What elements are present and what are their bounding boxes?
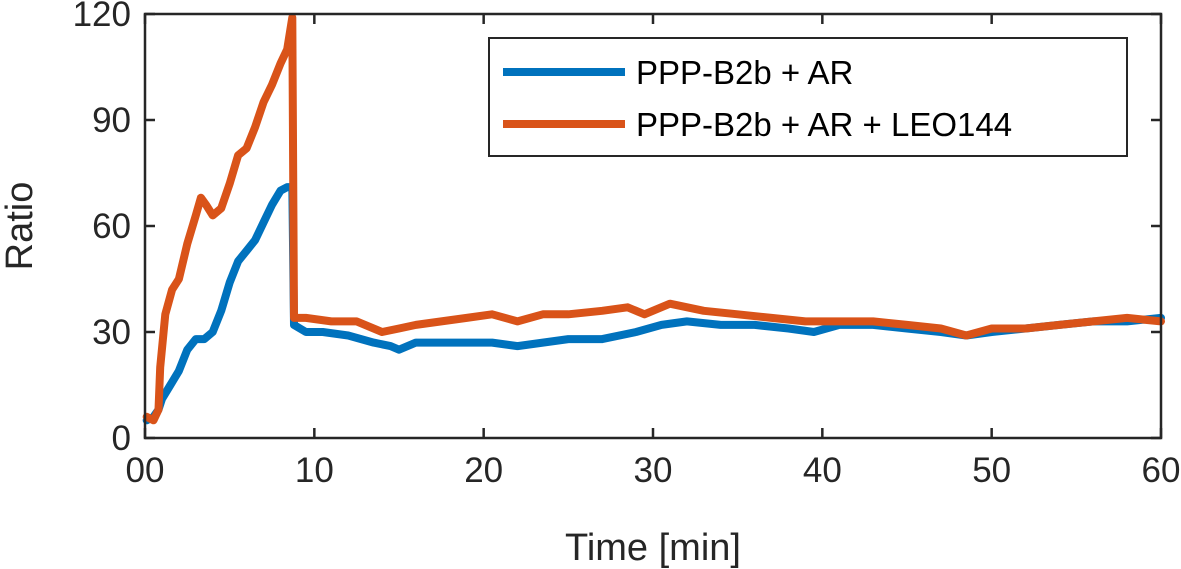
- legend: PPP-B2b + AR PPP-B2b + AR + LEO144: [488, 37, 1128, 157]
- x-tick-label: 50: [972, 451, 1011, 490]
- x-tick-label: 20: [464, 451, 503, 490]
- y-axis-label: Ratio: [0, 182, 41, 271]
- x-tick-label: 30: [634, 451, 673, 490]
- x-tick-label: 60: [1142, 451, 1181, 490]
- axis-ticks: 00 10 20 30 40 50 60 0 30 60 90 120: [73, 0, 1181, 490]
- y-tick-label: 30: [92, 313, 131, 352]
- x-tick-label: 40: [803, 451, 842, 490]
- y-tick-label: 60: [92, 207, 131, 246]
- legend-label-ppp-b2b-ar: PPP-B2b + AR: [636, 54, 853, 91]
- y-tick-label: 120: [73, 0, 131, 34]
- x-tick-label: 00: [126, 451, 165, 490]
- legend-box: [488, 37, 1128, 157]
- y-tick-label: 90: [92, 101, 131, 140]
- series-line-ppp-b2b-ar-leo144: [142, 13, 1165, 425]
- x-tick-label: 10: [295, 451, 334, 490]
- y-tick-label: 0: [112, 419, 131, 458]
- legend-label-ppp-b2b-ar-leo144: PPP-B2b + AR + LEO144: [636, 106, 1012, 143]
- x-axis-label: Time [min]: [565, 527, 741, 569]
- series-layer: [142, 13, 1165, 425]
